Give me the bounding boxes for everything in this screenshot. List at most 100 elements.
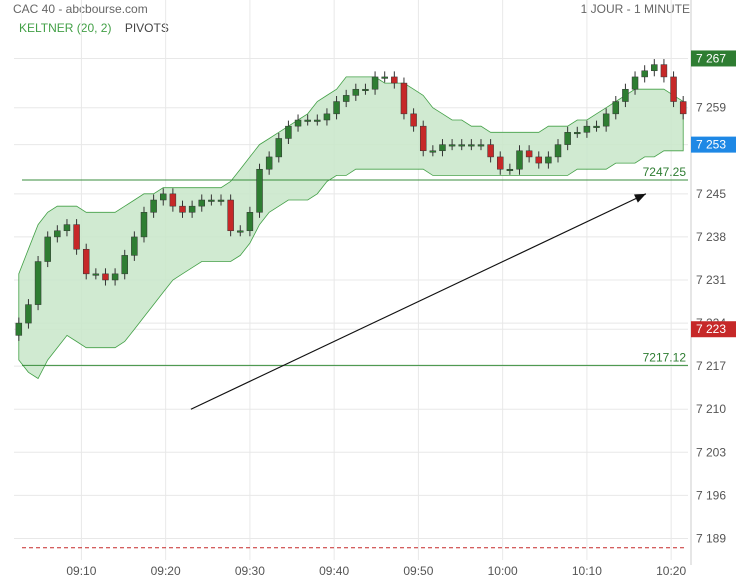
time-axis: 09:10 09:20 09:30 09:40 09:50 10:00 10:10 10:20 (66, 564, 686, 578)
low-price-tag (691, 321, 736, 338)
timeframe-selector[interactable]: 1 JOUR - 1 MINUTE (580, 2, 690, 16)
candle-body (554, 144, 562, 158)
candle-body (82, 248, 90, 275)
candle-body (265, 156, 273, 170)
candle-body (15, 322, 23, 336)
time-tick-label: 10:00 (488, 564, 518, 578)
time-tick-label: 09:50 (403, 564, 433, 578)
candle-body (410, 113, 417, 127)
candle-body (198, 199, 205, 207)
candle-body (73, 224, 80, 250)
time-tick-label: 09:30 (235, 564, 265, 578)
candle-body (458, 144, 465, 147)
time-tick-label: 09:20 (151, 564, 181, 578)
time-tick-label: 10:20 (656, 564, 686, 578)
candle-body (564, 132, 571, 145)
candle-body (391, 76, 398, 84)
price-tick-label: 7 189 (696, 531, 726, 545)
trend-arrow-line (190, 193, 647, 410)
candle-body (237, 230, 244, 233)
candle-body (285, 125, 292, 139)
candle-body (497, 156, 504, 170)
candle-body (535, 156, 542, 164)
candle-body (314, 119, 321, 122)
indicator-legend: KELTNER (20, 2) PIVOTS (19, 21, 169, 35)
trend-arrow (190, 193, 647, 410)
price-tick-label: 7 210 (696, 402, 726, 416)
high-price-tag-label: 7 267 (696, 51, 726, 65)
candle-body (111, 273, 119, 281)
candle-body (612, 101, 620, 115)
low-price-tag-label: 7 223 (696, 322, 726, 336)
candle-body (381, 76, 388, 79)
candle-body (256, 168, 263, 213)
price-tick-label: 7 259 (696, 101, 726, 115)
candle-body (44, 236, 51, 262)
candle-body (448, 144, 456, 147)
price-tick-label: 7 238 (696, 230, 726, 244)
candle-body (333, 101, 340, 115)
last-price-tag (691, 136, 736, 153)
time-tick-label: 10:10 (572, 564, 602, 578)
candle-body (275, 138, 283, 158)
candlesticks (15, 59, 687, 341)
candle-body (121, 255, 128, 275)
candle-body (342, 95, 350, 102)
pivot-levels: 7247.25 7217.12 (22, 165, 688, 549)
candle-body (477, 144, 485, 147)
candle-body (371, 76, 379, 90)
candle-body (631, 76, 639, 90)
candle-body (506, 168, 514, 171)
candle-body (102, 273, 109, 281)
candle-body (651, 64, 658, 72)
candle-body (304, 119, 311, 122)
price-tick-label: 7 196 (696, 488, 726, 502)
price-tick-label: 7 203 (696, 445, 726, 459)
candle-body (352, 88, 360, 96)
candle-body (179, 205, 186, 213)
price-tick-label: 7 245 (696, 187, 726, 201)
candle-body (487, 144, 494, 158)
candle-body (641, 70, 648, 78)
candle-body (323, 113, 331, 121)
pivots-indicator-label[interactable]: PIVOTS (124, 21, 169, 35)
time-tick-label: 09:10 (66, 564, 96, 578)
candle-body (34, 261, 42, 305)
candle-body (593, 125, 600, 128)
candle-body (150, 199, 157, 213)
candle-body (160, 193, 167, 201)
candle-body (419, 125, 427, 152)
candle-body (439, 144, 446, 152)
candle-body (679, 101, 687, 115)
candle-body (25, 304, 32, 324)
candle-body (602, 113, 610, 127)
candle-body (246, 212, 254, 232)
candle-body (400, 82, 408, 115)
candle-body (574, 132, 581, 135)
candle-body (670, 76, 677, 102)
candle-body (583, 125, 591, 133)
price-tags: 7 267 7 253 7 223 (691, 50, 736, 338)
candle-body (468, 144, 475, 147)
candle-body (362, 88, 369, 91)
chart-title: CAC 40 - abcbourse.com (13, 2, 148, 16)
high-price-tag (691, 50, 736, 67)
last-price-tag-label: 7 253 (696, 138, 726, 152)
candle-body (622, 88, 629, 102)
price-tick-label: 7 231 (696, 273, 726, 287)
candle-body (63, 224, 71, 232)
candle-body (429, 150, 437, 153)
candle-body (92, 273, 100, 276)
price-tick-label: 7 217 (696, 359, 726, 373)
candle-body (131, 236, 138, 256)
trend-arrow-head (634, 193, 646, 203)
candle-body (140, 212, 148, 238)
candle-body (188, 205, 196, 213)
candle-body (660, 64, 668, 78)
candle-body (208, 199, 215, 202)
candle-body (169, 193, 177, 207)
candle-body (227, 199, 234, 232)
keltner-indicator-label[interactable]: KELTNER (20, 2) (19, 21, 112, 35)
